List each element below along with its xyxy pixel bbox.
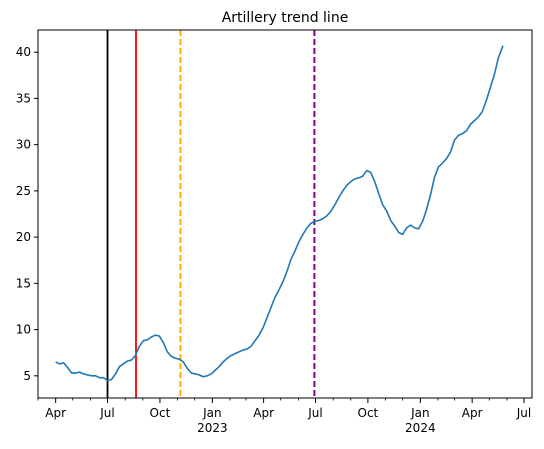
x-tick-year-7: 2024 — [405, 421, 436, 435]
y-tick-label-15: 15 — [16, 276, 31, 290]
x-tick-label-2: Oct — [150, 406, 171, 420]
y-tick-label-35: 35 — [16, 91, 31, 105]
x-tick-label-1: Jul — [99, 406, 114, 420]
x-tick-label-3: Jan — [202, 406, 222, 420]
x-tick-year-3: 2023 — [197, 421, 228, 435]
plot-area — [55, 30, 504, 398]
series-line-0 — [55, 45, 504, 382]
chart-title: Artillery trend line — [222, 10, 349, 26]
x-tick-label-8: Apr — [462, 406, 483, 420]
x-tick-label-4: Apr — [253, 406, 274, 420]
y-tick-label-10: 10 — [16, 323, 31, 337]
x-tick-label-5: Jul — [307, 406, 322, 420]
x-tick-label-9: Jul — [516, 406, 531, 420]
y-tick-label-30: 30 — [16, 138, 31, 152]
x-tick-label-0: Apr — [45, 406, 66, 420]
y-tick-label-25: 25 — [16, 184, 31, 198]
axes-frame — [37, 29, 533, 399]
x-tick-label-6: Oct — [358, 406, 379, 420]
y-tick-label-40: 40 — [16, 45, 31, 59]
y-tick-label-5: 5 — [23, 369, 31, 383]
y-tick-label-20: 20 — [16, 230, 31, 244]
x-tick-label-7: Jan — [410, 406, 430, 420]
